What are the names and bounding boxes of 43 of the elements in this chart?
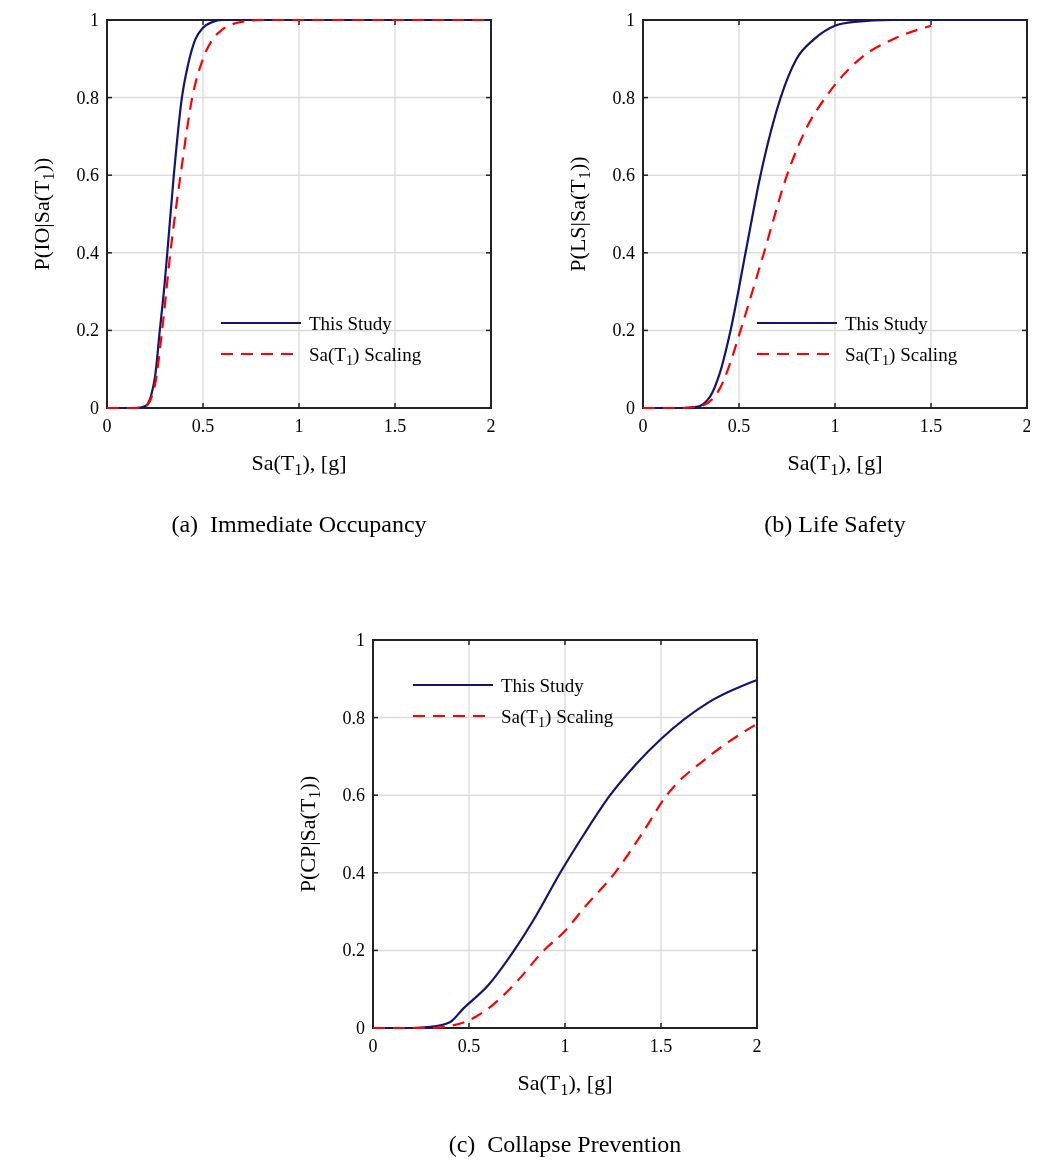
y-tick-label: 0: [90, 398, 99, 418]
y-tick-label: 1: [356, 630, 365, 650]
y-tick-label: 0: [356, 1018, 365, 1038]
y-tick-label: 0.6: [342, 785, 365, 806]
y-tick-label: 1: [626, 10, 635, 30]
text: (b) Life Safety: [764, 511, 906, 537]
x-tick-label: 1.5: [649, 1036, 673, 1056]
legend-label: This Study: [501, 675, 585, 696]
x-tick-label: 1: [830, 416, 840, 436]
y-tick-label: 0.6: [612, 165, 635, 186]
y-tick-label: 0.2: [612, 320, 635, 341]
x-tick-label: 1: [294, 416, 304, 436]
x-tick-label: 2: [752, 1036, 762, 1056]
legend-label: Sa(T$_{1}$) Scaling: [309, 344, 422, 369]
x-tick-label: 0.5: [457, 1036, 481, 1056]
x-axis-title: Sa(T$_{1}$), [g]: [787, 450, 883, 480]
y-tick-label: 0.6: [76, 165, 99, 186]
y-tick-label: 0.2: [76, 320, 99, 341]
y-tick-label: 0.8: [76, 87, 99, 108]
legend-label: Sa(T$_{1}$) Scaling: [845, 344, 958, 369]
y-tick-label: 0.8: [612, 87, 635, 108]
y-tick-label: 0.4: [612, 242, 635, 263]
x-tick-label: 1.5: [919, 416, 943, 436]
x-tick-label: 1: [560, 1036, 570, 1056]
y-tick-label: 0.4: [342, 862, 365, 883]
legend-label: This Study: [309, 313, 393, 334]
legend-label: This Study: [845, 313, 929, 334]
text: (c) Collapse Prevention: [448, 1131, 682, 1157]
x-tick-label: 1.5: [383, 416, 407, 436]
x-axis-title: Sa(T$_{1}$), [g]: [251, 450, 347, 480]
x-tick-label: 2: [486, 416, 496, 436]
y-tick-label: 0.4: [76, 242, 99, 263]
text: (a) Immediate Occupancy: [171, 511, 427, 537]
x-axis-title: Sa(T$_{1}$), [g]: [517, 1070, 613, 1100]
y-tick-label: 0: [626, 398, 635, 418]
legend-label: Sa(T$_{1}$) Scaling: [501, 706, 614, 731]
line-series: [105, 18, 493, 410]
x-tick-label: 0.5: [191, 416, 215, 436]
y-tick-label: 0.2: [342, 940, 365, 961]
y-tick-label: 0.8: [342, 707, 365, 728]
x-tick-label: 2: [1022, 416, 1032, 436]
y-tick-label: 1: [90, 10, 99, 30]
x-tick-label: 0.5: [727, 416, 751, 436]
